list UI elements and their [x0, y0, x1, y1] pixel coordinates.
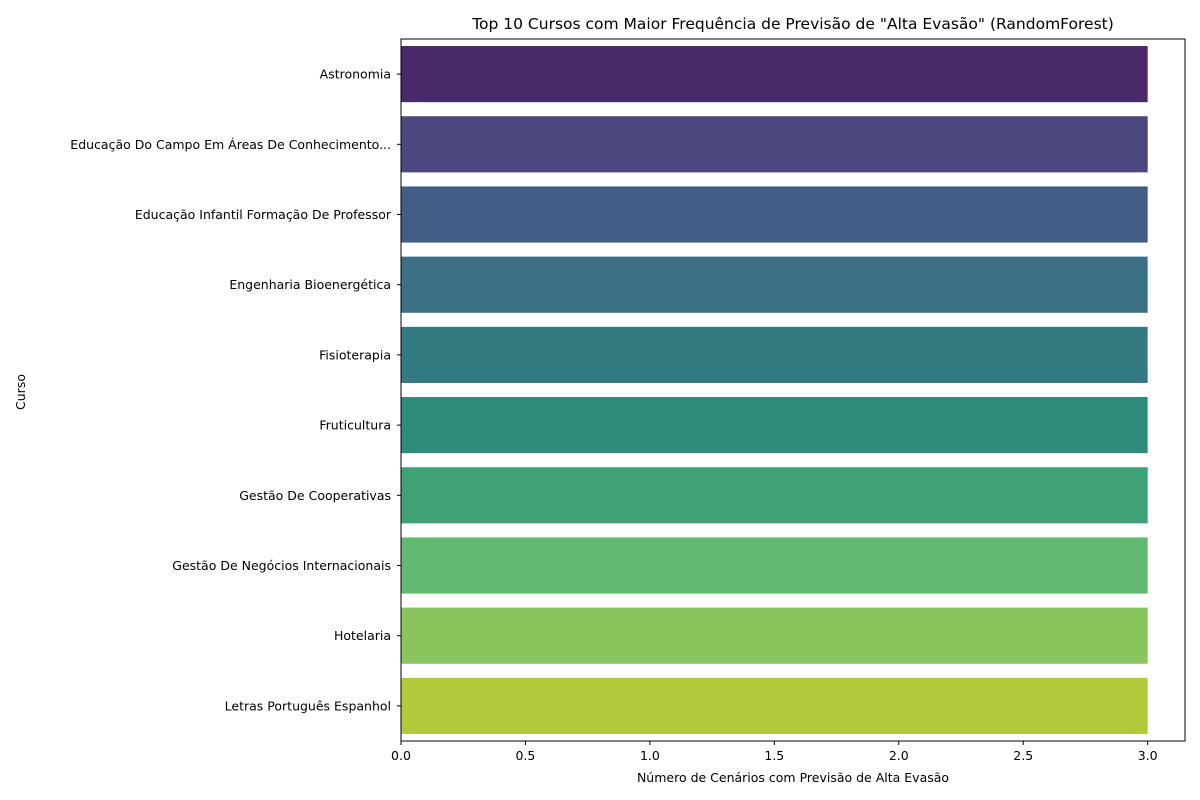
y-tick-label: Fruticultura — [319, 418, 391, 433]
x-tick-labels: 0.0 0.5 1.0 1.5 2.0 2.5 3.0 — [391, 741, 1158, 763]
bars-group — [401, 46, 1148, 734]
x-tick-label: 1.0 — [640, 748, 660, 763]
bar — [401, 467, 1148, 524]
bar — [401, 607, 1148, 664]
x-axis-title: Número de Cenários com Previsão de Alta … — [637, 770, 949, 785]
bar — [401, 677, 1148, 734]
y-tick-label: Educação Do Campo Em Áreas De Conhecimen… — [70, 137, 391, 152]
y-tick-label: Astronomia — [320, 67, 391, 82]
plot-frame — [400, 38, 1186, 742]
y-tick-label: Letras Português Espanhol — [225, 698, 391, 713]
y-tick-label: Fisioterapia — [319, 347, 391, 362]
y-tick-label: Hotelaria — [334, 628, 391, 643]
x-tick-label: 0.5 — [515, 748, 535, 763]
x-tick-label: 2.0 — [889, 748, 909, 763]
y-tick-label: Engenharia Bioenergética — [229, 277, 391, 292]
x-tick-label: 0.0 — [391, 748, 411, 763]
bar — [401, 256, 1148, 313]
chart-title: Top 10 Cursos com Maior Frequência de Pr… — [471, 15, 1114, 33]
y-axis-title: Curso — [13, 374, 28, 410]
bar — [401, 186, 1148, 243]
x-tick-label: 2.5 — [1013, 748, 1033, 763]
y-tick-label: Gestão De Negócios Internacionais — [172, 558, 391, 573]
bar — [401, 397, 1148, 454]
bar — [401, 46, 1148, 103]
x-tick-label: 3.0 — [1138, 748, 1158, 763]
x-tick-label: 1.5 — [764, 748, 784, 763]
y-tick-label: Gestão De Cooperativas — [239, 488, 391, 503]
y-tick-label: Educação Infantil Formação De Professor — [135, 207, 392, 222]
bar — [401, 326, 1148, 383]
bar — [401, 116, 1148, 173]
y-tick-labels: Astronomia Educação Do Campo Em Áreas De … — [70, 67, 401, 713]
bar — [401, 537, 1148, 594]
